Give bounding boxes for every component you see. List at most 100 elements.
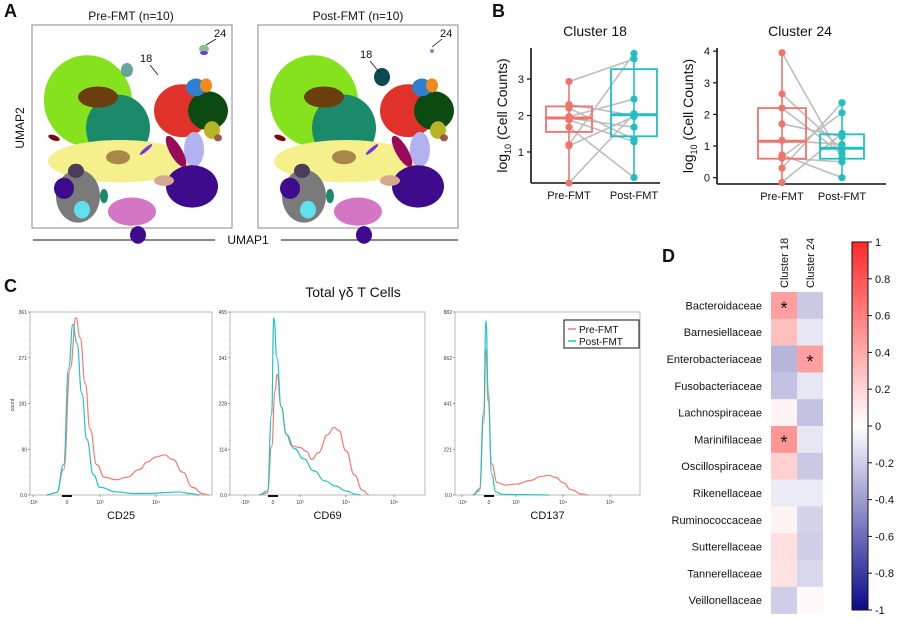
umap-cluster-blob: [108, 197, 156, 226]
data-point: [630, 49, 638, 58]
paired-line: [781, 132, 843, 184]
umap-cluster-blob: [294, 163, 310, 178]
colorbar-tick-label: -0.8: [875, 568, 894, 580]
umap-cluster-blob: [440, 134, 448, 142]
annotation-leader-24: [431, 38, 443, 48]
x-tick-label: 10⁴: [559, 500, 567, 506]
data-point: [778, 178, 786, 187]
y-tick-label: 0: [704, 173, 710, 185]
colorbar-tick-label: -1: [875, 605, 885, 617]
heatmap-row-label: Barnesiellaceae: [684, 327, 762, 339]
umap-xlabel: UMAP1: [227, 233, 269, 247]
data-point: [838, 150, 846, 158]
data-point: [630, 123, 638, 131]
histogram-suptitle: Total γδ T Cells: [305, 284, 400, 300]
y-tick-label: 2: [704, 109, 710, 121]
y-label-rest: (Cell Counts): [494, 58, 510, 144]
x-tick-label: -10³: [458, 500, 467, 506]
x-axis-label: CD137: [530, 510, 564, 522]
heatmap-cell: [771, 506, 797, 534]
boxplot-title: Cluster 18: [563, 23, 627, 39]
data-point: [778, 164, 786, 172]
colorbar-tick-label: 0.6: [875, 311, 890, 323]
data-point: [838, 109, 846, 117]
heatmap-cell: [771, 479, 797, 507]
histogram-panel: Total γδ T Cells 0.0 90 181 271 361 -10³ 0 10³ 1…: [10, 284, 641, 522]
y-tick-label: 882: [444, 310, 453, 316]
colorbar-tick-label: -0.6: [875, 531, 894, 543]
paired-line: [568, 113, 635, 184]
x-tick-label: 10⁴: [152, 500, 160, 506]
histogram-curve-post: [46, 323, 200, 496]
y-tick-label: 2: [518, 111, 524, 123]
umap-cluster-blob: [68, 163, 84, 178]
y-tick-label: 0.0: [220, 493, 227, 499]
cluster-24-blob: [200, 51, 208, 55]
umap-cluster-blob: [280, 177, 300, 199]
legend-label: Post-FMT: [579, 337, 623, 348]
y-tick-label: 341: [219, 356, 228, 362]
boxplot-title: Cluster 24: [768, 23, 832, 39]
umap-cluster-blob: [356, 226, 372, 244]
umap-cluster-blob: [200, 78, 212, 93]
umap-cluster-blob: [274, 134, 286, 142]
umap-cluster-blob: [48, 134, 60, 142]
umap-cluster-blob: [74, 200, 90, 219]
zero-marker: [62, 495, 72, 497]
histogram-curve-pre: [46, 316, 210, 496]
heatmap-cell: [771, 292, 797, 320]
heatmap-column-label: Cluster 24: [805, 238, 817, 288]
heatmap-row-label: Enterobacteriaceae: [667, 354, 762, 366]
heatmap-cell: [797, 533, 823, 561]
heatmap-row-label: Sutterellaceae: [692, 542, 762, 554]
y-tick-label: 114: [219, 447, 227, 453]
x-axis-label: CD25: [107, 510, 135, 522]
umap-cluster-blob: [414, 91, 454, 131]
x-tick-label: 10³: [512, 500, 520, 506]
umap-cluster-blob: [334, 197, 382, 226]
paired-line: [781, 112, 843, 158]
y-tick-label: 1: [518, 147, 524, 159]
colorbar-tick-label: 0.2: [875, 384, 890, 396]
data-point: [838, 129, 846, 137]
y-label-main: log: [494, 154, 510, 173]
heatmap-cell: [797, 560, 823, 588]
heatmap-cell: [771, 533, 797, 561]
colorbar-tick-label: 1: [875, 237, 881, 249]
umap-cluster-blob: [380, 175, 400, 186]
heatmap-panel: Cluster 18 Cluster 24 Bacteroidaceae Barnes…: [667, 237, 894, 617]
heatmap-column-label: Cluster 18: [779, 238, 791, 288]
x-tick-label: 10⁵: [390, 500, 398, 506]
heatmap-row-label: Ruminococcaceae: [672, 515, 763, 527]
paired-line: [568, 98, 635, 118]
x-tick-label: 0: [66, 500, 69, 506]
x-tick-label: 10⁵: [606, 500, 614, 506]
y-tick-label: 455: [219, 310, 228, 316]
x-tick-label: Pre-FMT: [760, 191, 804, 203]
data-point: [838, 158, 846, 166]
umap-cluster-blob: [430, 121, 446, 139]
heatmap-row-label: Bacteroidaceae: [686, 300, 762, 312]
umap-cluster-blob: [391, 135, 413, 168]
histogram-curve-post: [472, 320, 549, 496]
histogram-curve-post: [258, 317, 361, 496]
data-point: [630, 138, 638, 146]
data-point: [778, 104, 786, 112]
heatmap-cell: [797, 399, 823, 427]
umap-cluster-blob: [106, 150, 130, 165]
significance-star: *: [780, 432, 787, 452]
y-tick-label: 221: [444, 447, 453, 453]
umap-cluster-blob: [332, 150, 356, 165]
zero-marker: [484, 495, 494, 497]
y-label-subscript: 10: [689, 144, 699, 154]
heatmap-cell: [771, 426, 797, 454]
cluster-24-blob: [199, 45, 209, 53]
colorbar: [851, 241, 869, 611]
umap-title-post: Post-FMT (n=10): [313, 9, 404, 23]
significance-star: *: [780, 298, 787, 318]
data-point: [565, 104, 573, 112]
paired-line: [568, 115, 635, 147]
annotation-leader-18: [369, 60, 381, 74]
x-tick-label: 0: [272, 500, 275, 506]
heatmap-cell: [771, 345, 797, 373]
